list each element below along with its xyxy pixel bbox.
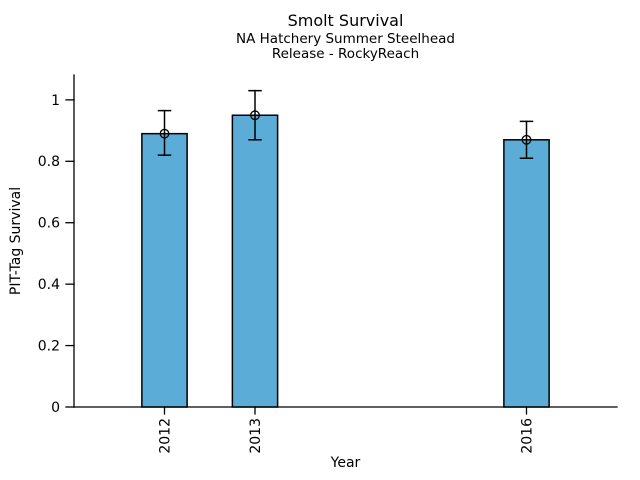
y-tick-label: 0.4 [38, 277, 60, 293]
marker-2012 [159, 128, 170, 139]
y-tick-label: 0.2 [38, 338, 60, 354]
x-tick-label: 2012 [157, 418, 173, 454]
x-tick-label: 2016 [519, 418, 535, 454]
y-axis-label: PIT-Tag Survival [8, 187, 24, 295]
y-tick-label: 0.6 [38, 216, 60, 232]
chart-subtitle-line2: Release - RockyReach [271, 46, 420, 62]
y-tick-label: 1 [51, 93, 60, 109]
x-axis-label: Year [330, 455, 361, 471]
bar-2016 [503, 139, 550, 408]
marker-2016 [521, 134, 532, 145]
y-tick-label: 0 [51, 400, 60, 416]
bar-2012 [141, 132, 188, 408]
marker-2013 [250, 110, 260, 121]
y-tick-label: 0.8 [38, 154, 60, 170]
x-tick-label: 2013 [248, 418, 264, 454]
chart-subtitle-line1: NA Hatchery Summer Steelhead [236, 31, 455, 47]
bar-2013 [231, 114, 279, 408]
chart-title: Smolt Survival [287, 11, 404, 30]
